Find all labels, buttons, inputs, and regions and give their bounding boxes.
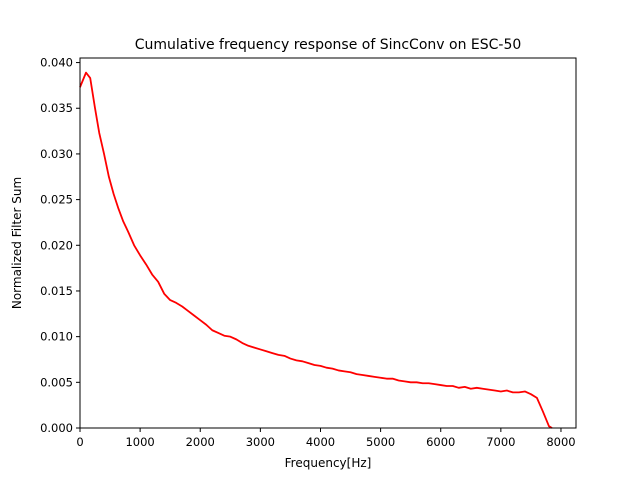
x-tick-label: 8000 xyxy=(546,435,575,449)
y-axis-label: Normalized Filter Sum xyxy=(10,177,24,309)
y-tick-label: 0.020 xyxy=(40,238,73,252)
y-tick-label: 0.005 xyxy=(40,375,73,389)
x-tick-label: 3000 xyxy=(246,435,275,449)
x-axis: 0 1000 2000 3000 4000 5000 6000 7000 8000 xyxy=(76,428,576,449)
y-tick-label: 0.030 xyxy=(40,147,73,161)
y-tick-label: 0.000 xyxy=(40,421,73,435)
x-tick-label: 5000 xyxy=(366,435,395,449)
x-tick-label: 1000 xyxy=(125,435,154,449)
x-tick-label: 2000 xyxy=(186,435,215,449)
plot-area xyxy=(79,71,553,429)
x-tick-label: 4000 xyxy=(306,435,335,449)
x-axis-label: Frequency[Hz] xyxy=(285,456,372,470)
y-axis: 0.000 0.005 0.010 0.015 0.020 0.025 0.030 0.035… xyxy=(40,56,80,435)
y-tick-label: 0.025 xyxy=(40,193,73,207)
series-line xyxy=(79,71,553,429)
chart-title: Cumulative frequency response of SincCon… xyxy=(135,37,522,53)
x-tick-label: 7000 xyxy=(486,435,515,449)
y-tick-label: 0.035 xyxy=(40,101,73,115)
y-tick-label: 0.015 xyxy=(40,284,73,298)
plot-frame xyxy=(79,57,577,429)
y-tick-label: 0.010 xyxy=(40,330,73,344)
x-tick-label: 0 xyxy=(76,435,83,449)
y-tick-label: 0.040 xyxy=(40,56,73,70)
x-tick-label: 6000 xyxy=(426,435,455,449)
